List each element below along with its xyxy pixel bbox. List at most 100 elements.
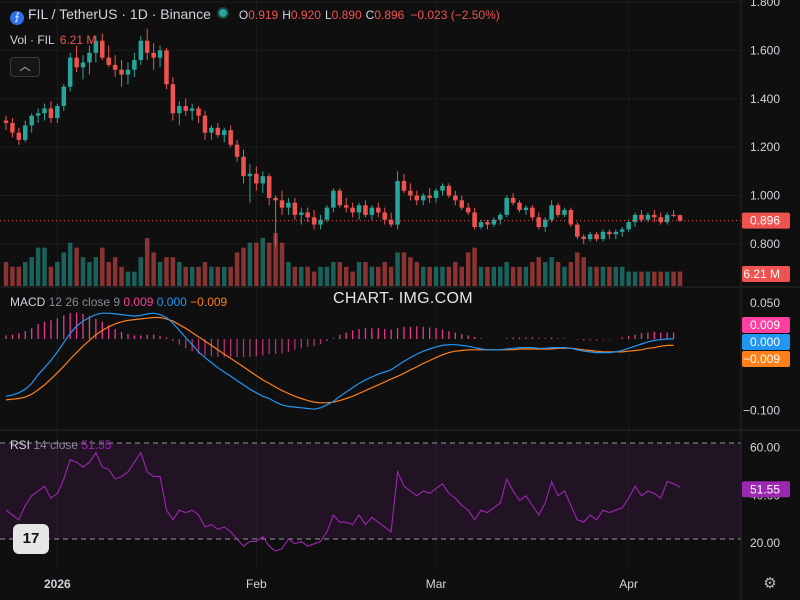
x-tick-label: Feb: [246, 577, 267, 591]
candle-body: [241, 156, 246, 177]
candle-body: [350, 207, 355, 213]
rsi-tick-label: 60.00: [750, 441, 780, 455]
gear-icon[interactable]: ⚙: [763, 575, 777, 592]
candle-body: [542, 219, 548, 227]
macd-legend[interactable]: MACD 12 26 close 9 0.009 0.000 −0.009: [10, 295, 227, 309]
rsi-badge-box: [742, 481, 790, 498]
volume-bar: [446, 266, 452, 286]
volume-bar: [388, 266, 394, 286]
volume-bar: [510, 266, 516, 286]
volume-bar: [299, 266, 304, 286]
x-tick-label: Mar: [426, 577, 447, 591]
macd-line: [5, 312, 674, 410]
volume-bar: [157, 262, 163, 286]
volume-bar: [459, 266, 464, 286]
volume-bar: [87, 262, 92, 286]
tradingview-logo[interactable]: 17: [13, 524, 49, 554]
volume-bar: [382, 262, 387, 286]
volume-bar: [652, 271, 657, 286]
volume-bar: [440, 266, 445, 286]
volume-bar: [241, 247, 246, 286]
filecoin-icon: ⨍: [10, 11, 24, 25]
volume-bar: [292, 266, 298, 286]
volume-bar: [472, 247, 477, 286]
volume-bar: [196, 266, 201, 286]
candle-body: [523, 207, 529, 211]
volume-bar: [106, 262, 111, 286]
volume-value: 6.21 M: [59, 33, 97, 47]
price-tick-label: 1.200: [750, 140, 780, 154]
volume-bar: [119, 266, 124, 286]
candle-body: [498, 214, 503, 220]
candle-body: [530, 207, 535, 218]
volume-bar: [485, 266, 490, 286]
candle-body: [395, 181, 400, 225]
candle-body: [504, 197, 509, 215]
candle-body: [177, 106, 182, 114]
candlesticks: [0, 28, 741, 247]
volume-bar: [273, 233, 278, 286]
macd-params: 12 26 close 9: [48, 295, 121, 309]
rsi-band-background: [0, 443, 741, 539]
collapse-legend-button[interactable]: ︿: [10, 57, 40, 77]
volume-bar: [427, 266, 432, 286]
volume-bar: [48, 266, 54, 286]
symbol-title: FIL / TetherUS · 1D · Binance: [28, 6, 211, 22]
candle-body: [369, 207, 375, 215]
rsi-tick-label: 20.00: [750, 536, 780, 550]
volume-bar: [401, 252, 407, 286]
candle-body: [420, 195, 426, 201]
volume-bar: [639, 271, 644, 286]
symbol-legend[interactable]: ⨍ FIL / TetherUS · 1D · Binance O0.919 H0.9…: [10, 6, 500, 25]
candle-body: [119, 69, 124, 75]
price-tick-label: 1.400: [750, 92, 780, 106]
volume-legend[interactable]: Vol · FIL 6.21 M: [10, 33, 96, 47]
rsi-line: [5, 451, 681, 552]
candle-body: [260, 176, 266, 184]
volume-bar: [144, 238, 150, 286]
candle-body: [35, 113, 41, 116]
candle-body: [619, 229, 625, 232]
rsi-legend[interactable]: RSI 14 close 51.55: [10, 438, 111, 452]
candle-body: [234, 144, 240, 157]
candle-body: [279, 200, 285, 208]
grid-lines: [0, 0, 741, 570]
price-tick-label: 1.000: [750, 189, 780, 203]
candle-body: [80, 62, 86, 68]
volume-bar: [23, 262, 28, 286]
volume-bar: [504, 262, 509, 286]
volume-bar: [568, 262, 574, 286]
volume-bar: [112, 257, 118, 286]
macd-title: MACD: [10, 295, 46, 309]
candle-body: [427, 195, 432, 198]
candle-body: [132, 60, 137, 70]
candle-body: [401, 181, 407, 191]
volume-bar: [61, 252, 67, 286]
candle-body: [202, 115, 208, 133]
volume-bars: [3, 233, 683, 286]
watermark: CHART- IMG.COM: [333, 290, 473, 307]
volume-bar: [67, 242, 73, 286]
macd-signal-badge-box: [742, 351, 790, 367]
candle-body: [3, 120, 9, 123]
macd-signal-line: [5, 316, 674, 404]
volume-bar: [132, 271, 137, 286]
volume-bar: [331, 262, 336, 286]
candle-body: [183, 106, 188, 111]
candle-body: [658, 217, 663, 223]
candle-body: [209, 127, 214, 133]
candle-body: [67, 57, 73, 87]
macd-lines: [5, 312, 674, 410]
price-tick-label: 0.800: [750, 237, 780, 251]
volume-bar: [587, 266, 593, 286]
candle-body: [575, 224, 580, 237]
volume-bar: [93, 257, 99, 286]
volume-bar: [279, 242, 285, 286]
volume-bar: [189, 266, 195, 286]
volume-bar: [671, 271, 676, 286]
candle-body: [677, 215, 683, 221]
chevron-up-icon: ︿: [19, 61, 31, 73]
volume-bar: [645, 271, 651, 286]
candle-body: [613, 231, 619, 235]
